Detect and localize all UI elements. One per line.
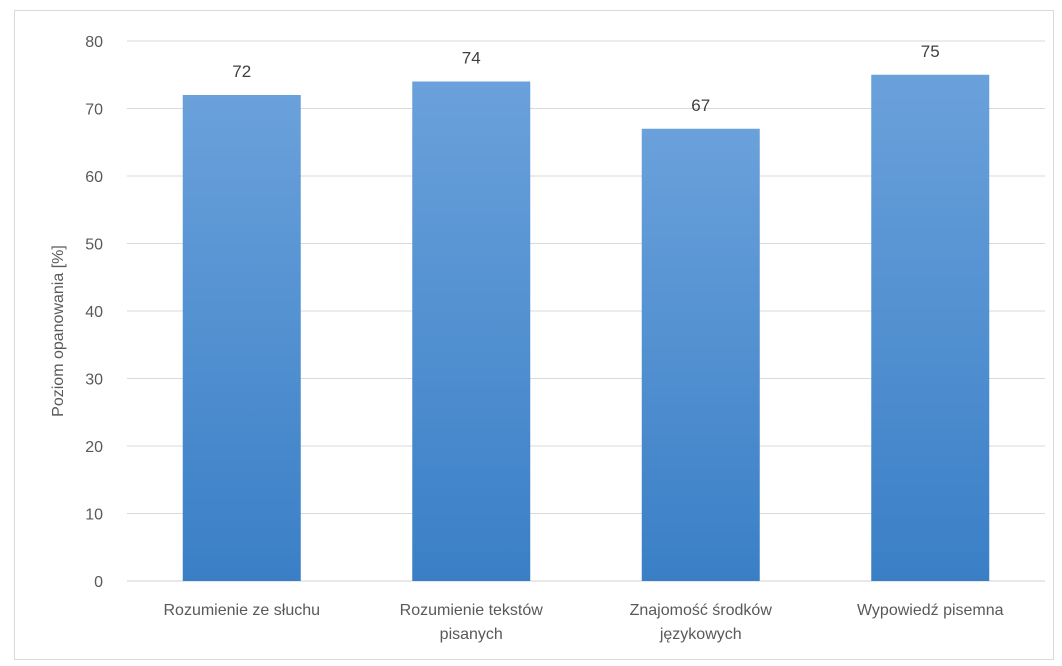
y-tick-label: 40 <box>85 304 103 321</box>
bar-1 <box>412 81 531 581</box>
y-tick-label: 60 <box>85 169 103 186</box>
bar-0 <box>182 95 301 581</box>
data-label-1: 74 <box>462 49 481 68</box>
x-category-label: pisanych <box>440 626 503 643</box>
bars <box>182 74 990 581</box>
x-category-label: Wypowiedź pisemna <box>857 602 1004 619</box>
bar-2 <box>641 128 760 581</box>
y-tick-label: 0 <box>94 574 103 591</box>
y-tick-label: 20 <box>85 439 103 456</box>
x-category-label: Rozumienie tekstów <box>400 602 544 619</box>
x-category-label: Rozumienie ze słuchu <box>163 602 320 619</box>
bar-3 <box>871 74 990 581</box>
data-label-2: 67 <box>691 96 710 115</box>
data-labels: 72 74 67 75 <box>232 42 939 115</box>
data-label-3: 75 <box>921 42 940 61</box>
y-tick-label: 10 <box>85 507 103 524</box>
y-axis-title: Poziom opanowania [%] <box>50 245 67 417</box>
x-axis-categories: Rozumienie ze słuchu Rozumienie tekstów pi… <box>163 602 1003 643</box>
x-category-label: językowych <box>659 626 742 643</box>
bar-chart: 0 10 20 30 40 50 60 70 80 72 74 67 75 Rozumienie ze… <box>50 34 1045 643</box>
y-axis-ticks: 0 10 20 30 40 50 60 70 80 <box>85 34 103 591</box>
y-tick-label: 70 <box>85 102 103 119</box>
y-tick-label: 80 <box>85 34 103 51</box>
chart-frame: 0 10 20 30 40 50 60 70 80 72 74 67 75 Rozumienie ze… <box>14 10 1054 660</box>
y-tick-label: 30 <box>85 372 103 389</box>
y-tick-label: 50 <box>85 237 103 254</box>
data-label-0: 72 <box>232 62 251 81</box>
x-category-label: Znajomość środków <box>630 602 773 619</box>
